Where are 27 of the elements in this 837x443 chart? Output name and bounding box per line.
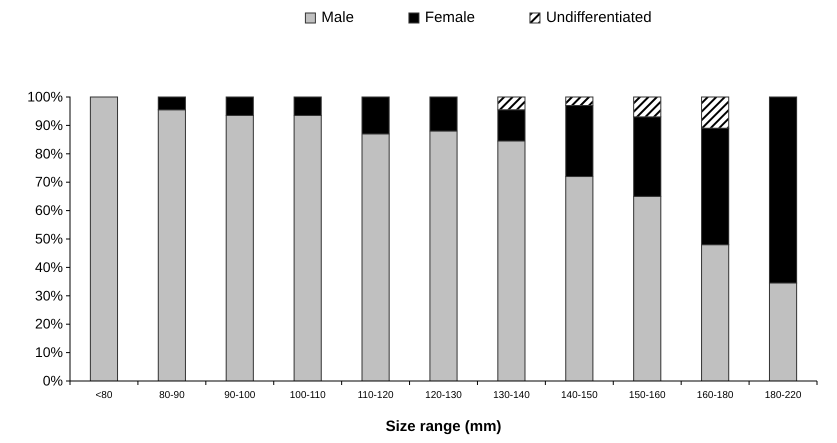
x-tick-label: 90-100	[224, 390, 256, 402]
x-tick-label: 130-140	[493, 390, 530, 402]
x-tick-label: 110-120	[358, 390, 394, 402]
x-tick-label: 80-90	[159, 390, 186, 402]
x-tick-label: 150-160	[628, 390, 666, 402]
x-tick-label: 100-110	[290, 390, 326, 402]
y-tick-label: 70%	[34, 174, 63, 190]
bar	[90, 96, 118, 382]
y-tick-label: 100%	[27, 88, 63, 104]
x-tick-label: <80	[95, 390, 113, 402]
y-tick-label: 10%	[34, 344, 63, 360]
x-tick-label: 160-180	[696, 390, 734, 402]
y-tick-label: 20%	[34, 316, 63, 332]
legend-label: Male	[321, 9, 354, 26]
x-tick-label: 120-130	[425, 390, 462, 402]
x-tick-label: 180-220	[764, 390, 802, 402]
x-axis-title: Size range (mm)	[386, 418, 502, 435]
y-tick-label: 30%	[34, 287, 63, 304]
y-tick-label: 60%	[34, 202, 63, 218]
y-tick-label: 80%	[34, 145, 63, 162]
x-tick-label: 140-150	[560, 390, 598, 402]
legend-label: Undifferentiated	[546, 9, 652, 26]
y-tick-label: 40%	[34, 258, 63, 275]
y-tick-label: 90%	[34, 116, 63, 133]
y-tick-label: 50%	[34, 230, 63, 246]
legend-label: Female	[424, 9, 475, 26]
y-tick-label: 0%	[42, 372, 63, 388]
